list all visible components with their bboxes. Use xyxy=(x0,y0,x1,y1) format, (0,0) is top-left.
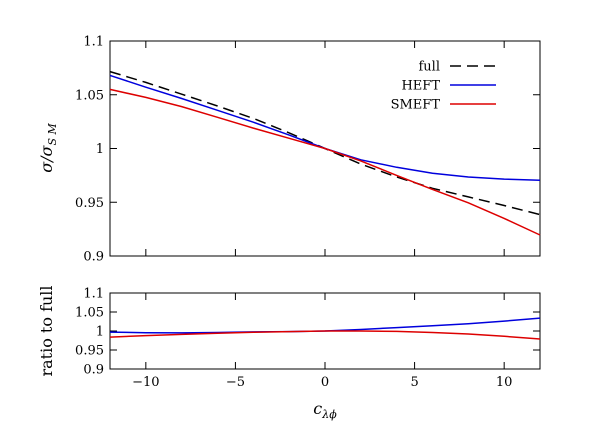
ratio-series xyxy=(109,317,541,340)
main-x-ticks xyxy=(145,41,505,256)
ratio-y-axis-title: ratio to full xyxy=(37,285,56,376)
ratio-y-tick-label: 1.05 xyxy=(75,306,104,321)
legend-label-full: full xyxy=(419,60,441,75)
main-y-axis-title-sub: S M xyxy=(46,122,59,145)
x-axis-title-base: c xyxy=(313,399,322,418)
ratio-y-tick-label: 0.95 xyxy=(75,344,104,359)
main-series-smeft xyxy=(109,88,541,236)
ratio-y-tick-label: 1.1 xyxy=(83,287,104,302)
ratio-y-tick-label: 1 xyxy=(96,325,104,340)
main-series xyxy=(109,70,541,236)
ratio-x-tick-label: −10 xyxy=(132,375,159,390)
ratio-x-tick-label: 5 xyxy=(410,375,418,390)
main-y-tick-label: 1 xyxy=(96,142,104,157)
main-y-axis-title: σ/σS M xyxy=(37,122,59,172)
main-y-ticks: 0.9 0.95 1 1.05 1.1 xyxy=(75,35,540,265)
main-y-tick-label: 0.9 xyxy=(83,250,104,265)
ratio-series-smeft xyxy=(109,330,541,340)
ratio-y-tick-label: 0.9 xyxy=(83,363,104,378)
ratio-y-ticks: 0.9 0.95 1 1.05 1.1 xyxy=(75,287,540,378)
main-series-heft xyxy=(109,74,541,181)
main-y-tick-label: 1.05 xyxy=(75,88,104,103)
legend-label-smeft: SMEFT xyxy=(391,98,441,113)
ratio-x-tick-label: −5 xyxy=(226,375,245,390)
main-series-full xyxy=(109,70,541,216)
main-panel: 0.9 0.95 1 1.05 1.1 σ/σS M full HEFT SMEFT xyxy=(37,35,541,265)
legend-label-heft: HEFT xyxy=(401,79,440,94)
main-y-tick-label: 1.1 xyxy=(83,35,104,50)
ratio-x-tick-label: 10 xyxy=(496,375,513,390)
legend: full HEFT SMEFT xyxy=(391,60,496,113)
ratio-x-ticks: −10 −5 0 5 10 xyxy=(132,293,512,390)
main-y-tick-label: 0.95 xyxy=(75,196,104,211)
ratio-x-tick-label: 0 xyxy=(321,375,329,390)
main-y-axis-title-base: σ/σ xyxy=(37,144,56,172)
x-axis-title: cλϕ xyxy=(313,399,337,421)
x-axis-title-sub: λϕ xyxy=(321,408,337,421)
